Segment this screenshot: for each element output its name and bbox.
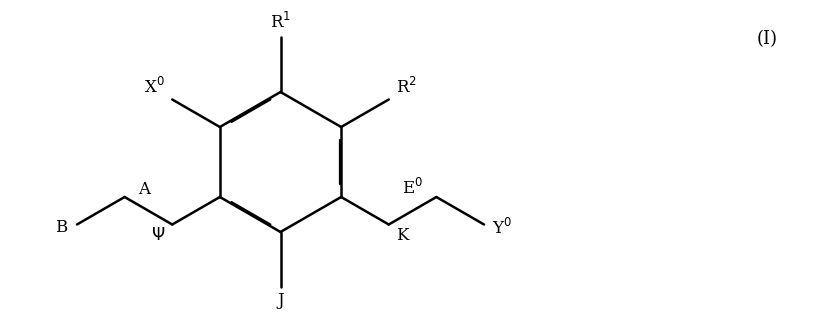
Text: K: K xyxy=(396,227,408,244)
Text: B: B xyxy=(54,219,67,236)
Text: X$^0$: X$^0$ xyxy=(144,77,165,97)
Text: R$^1$: R$^1$ xyxy=(270,12,291,32)
Text: R$^2$: R$^2$ xyxy=(396,77,417,97)
Text: J: J xyxy=(277,292,284,309)
Text: (I): (I) xyxy=(757,30,778,48)
Text: $\Psi$: $\Psi$ xyxy=(151,227,165,244)
Text: A: A xyxy=(139,181,150,198)
Text: Y$^0$: Y$^0$ xyxy=(493,218,512,238)
Text: E$^0$: E$^0$ xyxy=(402,178,423,198)
